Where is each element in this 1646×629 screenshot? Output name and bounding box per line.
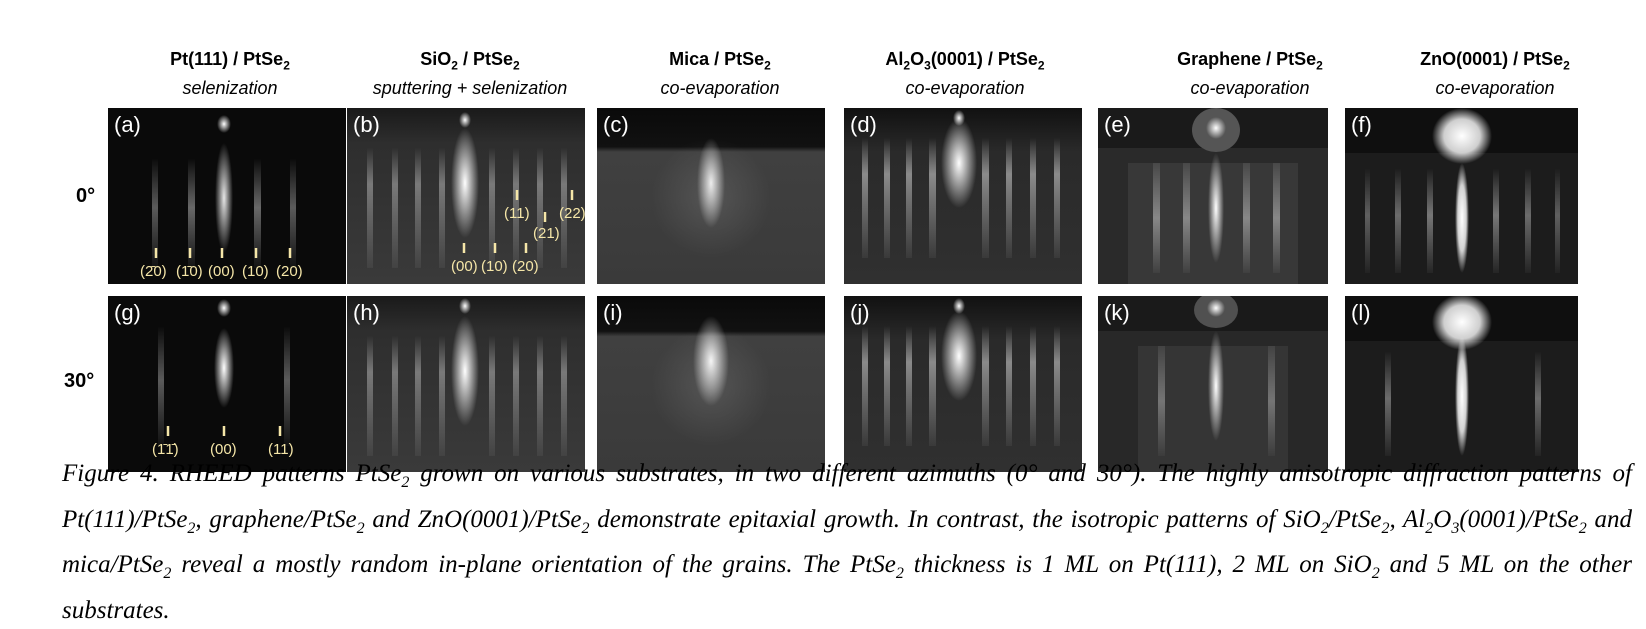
column-method: co-evaporation <box>1435 77 1555 98</box>
column-method: co-evaporation <box>1190 77 1310 98</box>
panel-letter: (l) <box>1351 300 1371 325</box>
index-label: (22) <box>559 205 585 222</box>
index-label: (20) <box>276 263 303 280</box>
rheed-panel-l: (l) <box>1345 296 1578 472</box>
panel-letter: (g) <box>114 300 141 325</box>
rheed-pattern-j <box>844 296 1082 472</box>
rheed-pattern-d <box>844 108 1082 284</box>
rheed-pattern-a: (2̄0) (1̄0) (00) (10) (20) <box>108 108 346 284</box>
rheed-pattern-k <box>1098 296 1328 472</box>
column-header-zno: ZnO(0001) / PtSe2 co-evaporation <box>1395 48 1595 99</box>
column-title: SiO2 / PtSe2 <box>420 49 520 73</box>
rheed-pattern-i <box>597 296 825 472</box>
column-title: ZnO(0001) / PtSe2 <box>1420 49 1570 73</box>
column-method: co-evaporation <box>905 77 1025 98</box>
index-label: (11) <box>268 441 294 458</box>
rheed-pattern-b: (11) (21) (22) (00) (10) (20) <box>347 108 585 284</box>
column-method: co-evaporation <box>660 77 780 98</box>
column-header-mica: Mica / PtSe2 co-evaporation <box>620 48 820 99</box>
column-method: sputtering + selenization <box>372 77 568 98</box>
panel-letter: (j) <box>850 300 870 325</box>
index-label: (10) <box>242 263 269 280</box>
column-title: Pt(111) / PtSe2 <box>170 49 290 73</box>
column-header-al2o3: Al2O3(0001) / PtSe2 co-evaporation <box>860 48 1070 99</box>
panel-letter: (i) <box>603 300 623 325</box>
rheed-panel-c: (c) <box>597 108 825 284</box>
rheed-panel-a: (2̄0) (1̄0) (00) (10) (20) (a) <box>108 108 346 284</box>
panel-letter: (a) <box>114 112 141 137</box>
rheed-panel-i: (i) <box>597 296 825 472</box>
rheed-panel-b: (11) (21) (22) (00) (10) (20) (b) <box>347 108 585 284</box>
rheed-pattern-c <box>597 108 825 284</box>
panel-letter: (c) <box>603 112 629 137</box>
rheed-panel-e: (e) <box>1098 108 1328 284</box>
column-title: Al2O3(0001) / PtSe2 <box>885 49 1045 73</box>
column-method: selenization <box>182 77 278 98</box>
rheed-panel-k: (k) <box>1098 296 1328 472</box>
index-label: (21) <box>533 225 560 242</box>
index-label: (2̄0) <box>140 263 167 280</box>
panel-letter: (h) <box>353 300 380 325</box>
rheed-panel-g: (1̄1̄) (00) (11) (g) <box>108 296 346 472</box>
rheed-pattern-l <box>1345 296 1578 472</box>
rheed-panel-f: (f) <box>1345 108 1578 284</box>
row-label-0deg: 0° <box>76 185 96 207</box>
rheed-panel-d: (d) <box>844 108 1082 284</box>
rheed-panel-j: (j) <box>844 296 1082 472</box>
index-label: (00) <box>208 263 235 280</box>
index-label: (00) <box>210 441 237 458</box>
index-label: (20) <box>512 258 539 275</box>
figure-caption: Figure 4. RHEED patterns PtSe2 grown on … <box>62 460 1633 624</box>
rheed-pattern-g: (1̄1̄) (00) (11) <box>108 296 346 472</box>
rheed-pattern-h <box>347 296 585 472</box>
column-title: Mica / PtSe2 <box>669 49 771 73</box>
rheed-pattern-e <box>1098 108 1328 284</box>
panel-letter: (b) <box>353 112 380 137</box>
index-label: (1̄0) <box>176 263 203 280</box>
column-header-pt111: Pt(111) / PtSe2 selenization <box>140 48 320 99</box>
column-header-sio2: SiO2 / PtSe2 sputtering + selenization <box>355 48 585 99</box>
column-title: Graphene / PtSe2 <box>1177 49 1323 73</box>
rheed-pattern-f <box>1345 108 1578 284</box>
index-label: (00) <box>451 258 478 275</box>
index-label: (11) <box>504 205 530 222</box>
panel-letter: (f) <box>1351 112 1372 137</box>
index-label: (1̄1̄) <box>152 441 179 458</box>
panel-letter: (d) <box>850 112 877 137</box>
rheed-panel-h: (h) <box>347 296 585 472</box>
panel-letter: (k) <box>1104 300 1130 325</box>
row-label-30deg: 30° <box>64 370 95 392</box>
panel-letter: (e) <box>1104 112 1131 137</box>
column-header-graphene: Graphene / PtSe2 co-evaporation <box>1150 48 1350 99</box>
index-label: (10) <box>481 258 508 275</box>
